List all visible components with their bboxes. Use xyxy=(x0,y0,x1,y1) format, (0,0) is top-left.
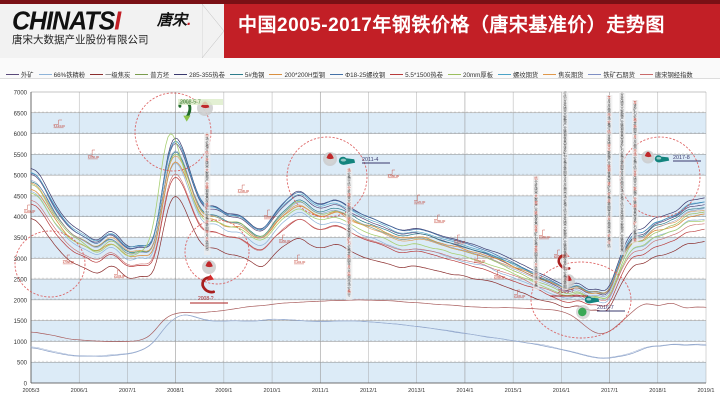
svg-text:3,895.00: 3,895.00 xyxy=(264,215,276,219)
svg-text:2013/1: 2013/1 xyxy=(408,388,425,394)
svg-text:2,568.00: 2,568.00 xyxy=(63,260,75,264)
svg-text:3,050.00: 3,050.00 xyxy=(474,259,486,263)
svg-text:3,102.00: 3,102.00 xyxy=(294,260,306,264)
svg-text:4,120.00: 4,120.00 xyxy=(414,200,426,204)
svg-text:2017-8: 2017-8 xyxy=(673,155,690,161)
svg-text:3,450.00: 3,450.00 xyxy=(279,239,291,243)
svg-text:2,330.00: 2,330.00 xyxy=(514,294,526,298)
svg-text:2005/3: 2005/3 xyxy=(22,388,39,394)
svg-text:2,680.00: 2,680.00 xyxy=(494,275,506,279)
svg-text:2015/1: 2015/1 xyxy=(505,388,522,394)
svg-text:6500: 6500 xyxy=(14,111,28,117)
svg-text:3,780.00: 3,780.00 xyxy=(434,219,446,223)
svg-text:4500: 4500 xyxy=(14,194,28,200)
svg-text:2016-7: 2016-7 xyxy=(597,305,614,311)
svg-text:2017/1: 2017/1 xyxy=(601,388,618,394)
svg-text:2012/1: 2012/1 xyxy=(360,388,377,394)
svg-text:2000: 2000 xyxy=(14,298,28,304)
svg-text:2007/1: 2007/1 xyxy=(119,388,136,394)
svg-text:5500: 5500 xyxy=(14,153,28,159)
svg-text:1000: 1000 xyxy=(14,340,28,346)
svg-text:3000: 3000 xyxy=(14,257,28,263)
svg-text:2,980.00: 2,980.00 xyxy=(539,235,551,239)
svg-text:2018/1: 2018/1 xyxy=(649,388,666,394)
svg-text:7000: 7000 xyxy=(14,91,28,97)
svg-text:4000: 4000 xyxy=(14,215,28,221)
svg-text:3,102.00: 3,102.00 xyxy=(24,209,36,213)
svg-text:2011/1: 2011/1 xyxy=(312,388,329,394)
svg-text:3,856.00: 3,856.00 xyxy=(88,155,100,159)
svg-text:2008-?: 2008-? xyxy=(198,296,214,302)
svg-text:4,236.00: 4,236.00 xyxy=(238,189,250,193)
svg-text:5,123.00: 5,123.00 xyxy=(54,124,66,128)
svg-text:2009/1: 2009/1 xyxy=(215,388,232,394)
svg-text:3,405.00: 3,405.00 xyxy=(454,240,466,244)
svg-text:500: 500 xyxy=(17,361,28,367)
svg-text:2,233.00: 2,233.00 xyxy=(114,274,126,278)
svg-text:3500: 3500 xyxy=(14,236,28,242)
svg-text:2014/1: 2014/1 xyxy=(456,388,473,394)
svg-text:2008-5-7: 2008-5-7 xyxy=(180,100,201,106)
svg-text:2010/1: 2010/1 xyxy=(264,388,281,394)
svg-text:5000: 5000 xyxy=(14,174,28,180)
svg-text:2,650.00: 2,650.00 xyxy=(554,254,566,258)
svg-text:4,560.00: 4,560.00 xyxy=(388,174,400,178)
svg-text:2006/1: 2006/1 xyxy=(71,388,88,394)
svg-text:2008/1: 2008/1 xyxy=(167,388,184,394)
svg-text:0: 0 xyxy=(24,382,28,388)
svg-text:2011-4: 2011-4 xyxy=(362,157,378,163)
svg-text:2016/1: 2016/1 xyxy=(553,388,570,394)
svg-text:2500: 2500 xyxy=(14,278,28,284)
svg-text:6000: 6000 xyxy=(14,132,28,138)
svg-text:1500: 1500 xyxy=(14,319,28,325)
svg-text:2019/1: 2019/1 xyxy=(697,388,714,394)
